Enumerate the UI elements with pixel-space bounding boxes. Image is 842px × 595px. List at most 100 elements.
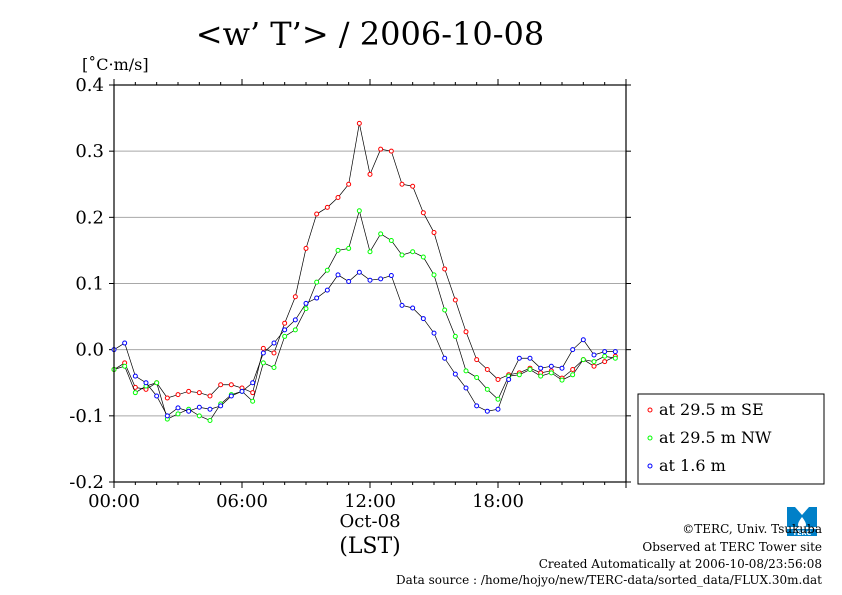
data-point	[484, 367, 490, 373]
data-point	[442, 355, 448, 361]
data-point	[271, 350, 277, 356]
data-point	[591, 363, 597, 369]
legend-label: at 1.6 m	[659, 456, 726, 475]
y-tick-label: 0.4	[75, 75, 104, 96]
series-1	[111, 120, 618, 401]
data-point	[367, 249, 373, 255]
data-point	[196, 404, 202, 410]
legend-marker	[647, 435, 653, 441]
data-point	[399, 181, 405, 187]
y-tick-label: -0.1	[69, 406, 104, 427]
data-point	[548, 363, 554, 369]
data-point	[410, 183, 416, 189]
legend-label: at 29.5 m NW	[659, 428, 772, 447]
data-point	[516, 372, 522, 378]
data-point	[378, 276, 384, 282]
data-point	[250, 390, 256, 396]
observed-text: Observed at TERC Tower site	[642, 540, 822, 554]
series-3	[111, 269, 618, 419]
data-point	[303, 306, 309, 312]
data-point	[260, 345, 266, 351]
data-point	[164, 395, 170, 401]
data-point	[602, 349, 608, 355]
data-point	[495, 406, 501, 412]
data-point	[580, 337, 586, 343]
data-point	[602, 353, 608, 359]
y-tick-label: 0.0	[75, 340, 104, 361]
y-tick-label: -0.2	[69, 472, 104, 493]
x-tick-label: 06:00	[216, 491, 268, 512]
data-point	[538, 373, 544, 379]
series-line	[113, 123, 616, 399]
data-point	[132, 373, 138, 379]
data-point	[218, 382, 224, 388]
data-point	[516, 355, 522, 361]
data-point	[260, 360, 266, 366]
data-point	[591, 352, 597, 358]
legend-marker	[647, 407, 653, 413]
data-point	[292, 294, 298, 300]
data-point	[228, 393, 234, 399]
data-point	[388, 237, 394, 243]
legend-label: at 29.5 m SE	[659, 400, 764, 419]
data-point	[378, 146, 384, 152]
data-point	[250, 380, 256, 386]
data-point	[314, 295, 320, 301]
data-point	[388, 148, 394, 154]
data-point	[612, 349, 618, 355]
chart-title: <w’ T’> / 2006-10-08	[196, 15, 545, 53]
data-point	[271, 340, 277, 346]
data-point	[207, 393, 213, 399]
y-tick-label: 0.2	[75, 207, 104, 228]
data-point	[324, 267, 330, 273]
source-text: Data source : /home/hojyo/new/TERC-data/…	[396, 573, 822, 587]
data-point	[452, 371, 458, 377]
data-point	[356, 208, 362, 214]
data-point	[484, 408, 490, 414]
data-point	[122, 363, 128, 369]
data-point	[324, 204, 330, 210]
legend: at 29.5 m SE at 29.5 m NW at 1.6 m	[637, 393, 825, 485]
data-point	[292, 327, 298, 333]
grid-lines	[114, 150, 626, 417]
data-point	[282, 320, 288, 326]
data-point	[271, 365, 277, 371]
y-tick-label: 0.3	[75, 141, 104, 162]
data-point	[250, 398, 256, 404]
data-point	[143, 380, 149, 386]
data-point	[228, 382, 234, 388]
data-point	[431, 230, 437, 236]
data-point	[324, 287, 330, 293]
x-axis-ticks: 00:00 06:00 12:00 18:00	[88, 79, 627, 512]
created-text: Created Automatically at 2006-10-08/23:5…	[538, 557, 822, 571]
y-axis-unit-label: [˚C·m/s]	[82, 55, 149, 74]
data-point	[495, 376, 501, 382]
data-point	[538, 365, 544, 371]
data-point	[474, 403, 480, 409]
plot-frame	[113, 84, 627, 483]
data-point	[164, 413, 170, 419]
data-point	[175, 411, 181, 417]
data-point	[356, 269, 362, 275]
data-point	[132, 390, 138, 396]
data-point	[548, 370, 554, 376]
data-point	[570, 372, 576, 378]
data-point	[207, 417, 213, 423]
data-point	[463, 329, 469, 335]
data-point	[452, 297, 458, 303]
data-point	[367, 277, 373, 283]
data-point	[410, 249, 416, 255]
data-point	[431, 330, 437, 336]
data-point	[484, 386, 490, 392]
data-point	[122, 340, 128, 346]
data-point	[378, 231, 384, 237]
data-point	[570, 347, 576, 353]
x-tick-label: 12:00	[344, 491, 396, 512]
data-point	[186, 408, 192, 414]
legend-marker	[647, 463, 653, 469]
data-point	[367, 171, 373, 177]
data-point	[346, 245, 352, 251]
data-point	[186, 388, 192, 394]
legend-box	[637, 393, 825, 485]
